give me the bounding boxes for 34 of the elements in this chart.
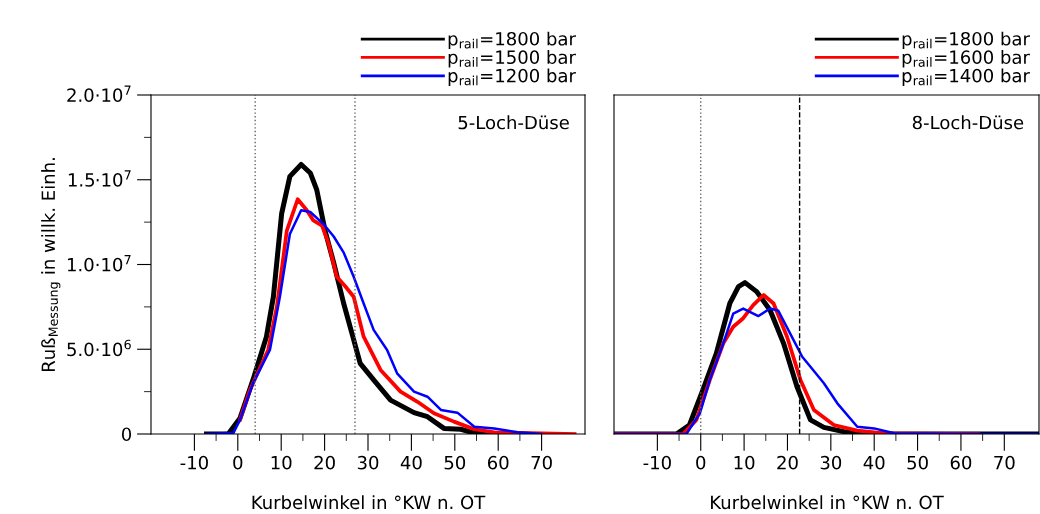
x-tick-label: 70 [531, 455, 552, 470]
annotation: 8-Loch-Düse [912, 115, 1024, 130]
x-tick-label: 0 [233, 455, 243, 470]
legend-label: p$_{rail}$=1600 bar [902, 50, 1030, 68]
x-tick-label: 50 [444, 455, 466, 470]
y-axis-title: Ruß$_{Messung}$ in willk. Einh. [41, 158, 61, 372]
x-tick-label: 60 [487, 455, 509, 470]
legend-label: p$_{rail}$=1400 bar [902, 68, 1030, 86]
x-tick-label: 30 [820, 455, 842, 470]
legend-label: p$_{rail}$=1500 bar [448, 50, 576, 68]
x-tick-label: -10 [180, 455, 208, 470]
y-tick-label: 0 [121, 427, 132, 442]
annotation: 5-Loch-Düse [458, 115, 569, 130]
x-tick-label: 20 [777, 455, 798, 470]
y-tick-label: 1.5·10$^{7}$ [68, 170, 131, 187]
legend-label: p$_{rail}$=1200 bar [448, 68, 576, 86]
y-tick-label: 5.0·10$^{6}$ [67, 339, 131, 357]
x-tick-label: 40 [400, 455, 422, 470]
x-tick-label: 30 [357, 455, 379, 470]
x-tick-label: 40 [863, 455, 885, 470]
x-tick-label: 10 [734, 455, 755, 470]
y-tick-label: 2.0·10$^{7}$ [67, 85, 131, 102]
x-axis-title: Kurbelwinkel in °KW n. OT [711, 495, 944, 510]
x-tick-label: 0 [696, 455, 706, 470]
legend-label: p$_{rail}$=1800 bar [448, 31, 576, 50]
x-axis-title: Kurbelwinkel in °KW n. OT [252, 495, 486, 510]
x-tick-label: 60 [950, 455, 972, 470]
legend-label: p$_{rail}$=1800 bar [902, 31, 1030, 50]
x-tick-label: 10 [271, 455, 292, 470]
y-tick-label: 1.0·10$^{7}$ [67, 255, 131, 272]
x-tick-label: -10 [643, 455, 671, 470]
x-tick-label: 20 [314, 455, 335, 470]
x-tick-label: 50 [907, 455, 928, 470]
x-tick-label: 70 [994, 455, 1015, 470]
